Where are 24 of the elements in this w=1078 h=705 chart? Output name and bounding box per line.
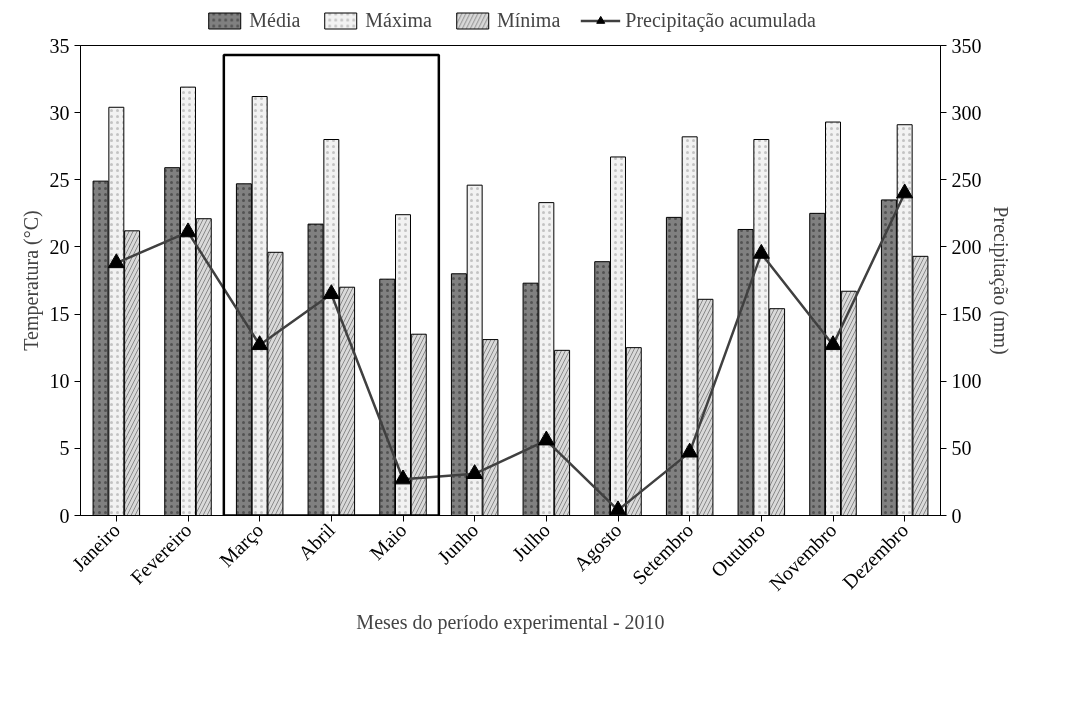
y2-tick-label: 200: [951, 235, 982, 258]
y2-tick-label: 350: [951, 34, 982, 57]
y2-axis-title: Precipitação (mm): [988, 206, 1012, 355]
y2-tick-label: 50: [951, 437, 972, 460]
legend-label: Mínima: [496, 8, 561, 32]
y-axis-title: Temperatura (°C): [19, 210, 43, 351]
y-tick-label: 30: [49, 101, 70, 124]
y-tick-label: 15: [49, 303, 70, 326]
legend-label: Média: [249, 8, 301, 32]
y2-tick-label: 250: [951, 168, 982, 191]
legend-label: Precipitação acumulada: [625, 8, 816, 32]
y2-tick-label: 100: [951, 370, 982, 393]
y-tick-label: 10: [49, 370, 70, 393]
y-tick-label: 20: [49, 235, 70, 258]
y-tick-label: 0: [59, 504, 70, 527]
x-tick-label: Maio: [365, 518, 411, 565]
y2-tick-label: 0: [951, 504, 962, 527]
y2-tick-label: 300: [951, 101, 982, 124]
y-tick-label: 25: [49, 168, 70, 191]
legend-label: Máxima: [365, 8, 432, 32]
x-axis-title: Meses do período experimental - 2010: [356, 610, 665, 634]
y2-tick-label: 150: [951, 303, 982, 326]
y-tick-label: 5: [59, 437, 70, 460]
y-tick-label: 35: [49, 34, 70, 57]
